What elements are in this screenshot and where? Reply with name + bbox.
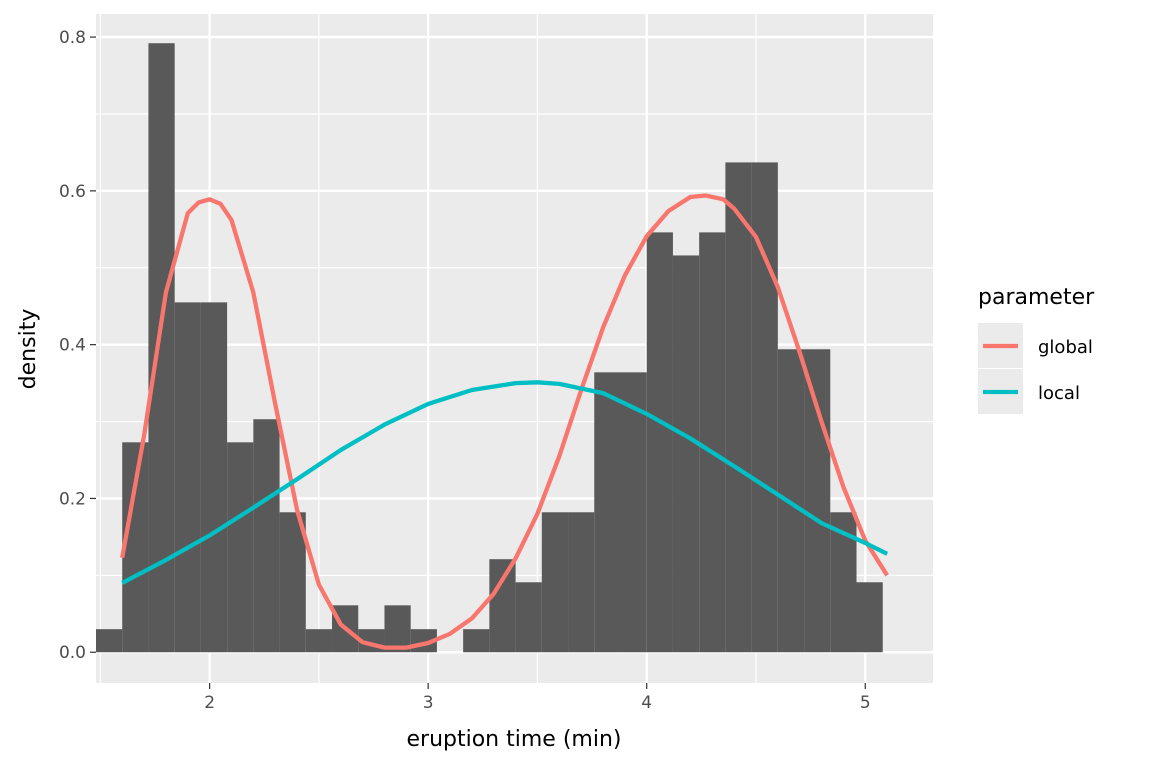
histogram-bar — [751, 162, 778, 653]
legend-label-local: local — [1038, 383, 1080, 404]
histogram-bar — [96, 629, 123, 653]
histogram-bar — [227, 442, 254, 653]
histogram-bar — [200, 302, 228, 653]
histogram-bar — [672, 255, 700, 653]
x-tick-label: 3 — [423, 693, 434, 713]
x-axis-ticks: 2 3 4 5 — [204, 683, 871, 713]
x-tick-label: 5 — [860, 693, 871, 713]
histogram-bar — [804, 349, 831, 653]
histogram-bar — [305, 629, 333, 653]
x-tick-label: 2 — [204, 693, 215, 713]
histogram-bar — [699, 232, 726, 653]
histogram-bar — [856, 582, 883, 653]
y-axis-title: density — [16, 309, 41, 390]
histogram-bar — [489, 559, 516, 653]
legend-title: parameter — [978, 285, 1095, 310]
y-tick-label: 0.8 — [59, 28, 86, 48]
histogram-bar — [174, 302, 201, 653]
legend-label-global: global — [1038, 337, 1093, 358]
y-tick-label: 0.0 — [59, 643, 86, 663]
y-tick-label: 0.4 — [59, 336, 86, 356]
y-tick-label: 0.2 — [59, 489, 86, 509]
histogram-bar — [541, 512, 569, 653]
histogram-bar — [279, 512, 306, 653]
y-tick-label: 0.6 — [59, 182, 86, 202]
histogram-bar — [463, 629, 490, 653]
histogram-bar — [515, 582, 542, 653]
density-lines — [120, 193, 889, 650]
histogram-bar — [568, 512, 595, 653]
y-axis-ticks: 0.0 0.2 0.4 0.6 0.8 — [59, 28, 96, 663]
histogram-bar — [253, 419, 280, 653]
x-tick-label: 4 — [641, 693, 652, 713]
series-line-global — [120, 193, 889, 650]
histogram-bar — [594, 372, 621, 653]
x-axis-title: eruption time (min) — [407, 727, 622, 752]
series-line-local — [121, 380, 889, 585]
legend-items: global local — [978, 323, 1093, 414]
histogram-bar — [384, 605, 411, 653]
legend: parameter global local — [978, 285, 1095, 414]
histogram-bar — [646, 232, 673, 653]
histogram-bar — [148, 43, 175, 653]
histogram-bar — [620, 372, 647, 653]
histogram-bar — [725, 162, 752, 653]
